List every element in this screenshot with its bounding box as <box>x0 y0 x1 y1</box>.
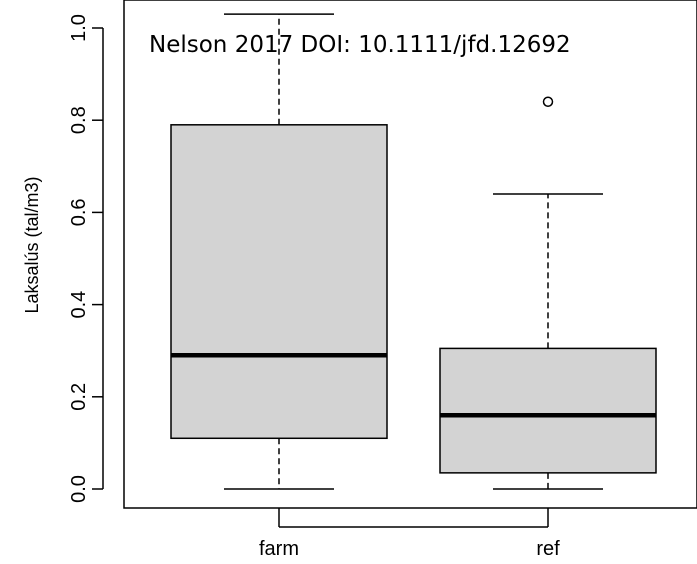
x-tick-label: farm <box>259 538 299 560</box>
y-tick-label: 0.0 <box>68 475 90 503</box>
y-tick-label: 0.2 <box>68 383 90 411</box>
outlier-point <box>542 96 554 108</box>
box-farm <box>170 124 388 440</box>
y-tick-label: 0.8 <box>68 106 90 134</box>
chart-annotation: Nelson 2017 DOI: 10.1111/jfd.12692 <box>149 32 571 58</box>
y-axis-title: Laksalús (tal/m3) <box>22 176 42 313</box>
y-tick-label: 1.0 <box>68 14 90 42</box>
x-tick-label: ref <box>536 538 560 560</box>
plot-frame <box>123 0 697 509</box>
plot-layer: 0.0 0.2 0.4 0.6 0.8 1.0 farm ref <box>68 13 657 560</box>
box-ref <box>439 347 657 474</box>
y-tick-label: 0.6 <box>68 198 90 226</box>
y-tick-label: 0.4 <box>68 291 90 319</box>
